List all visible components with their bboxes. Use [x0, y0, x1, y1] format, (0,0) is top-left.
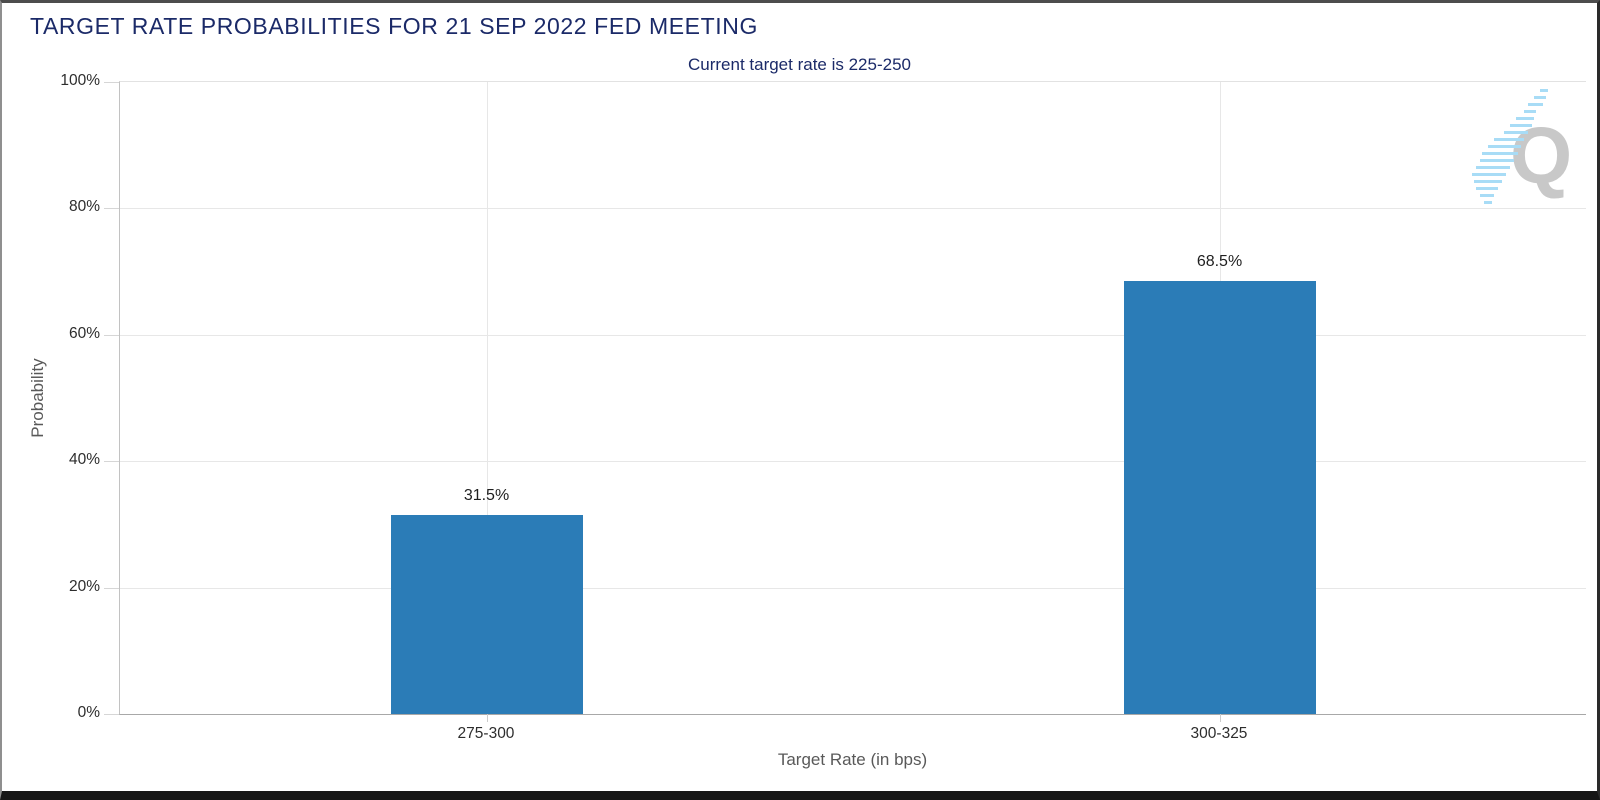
ytick-mark [104, 714, 119, 715]
ytick-mark [104, 208, 119, 210]
xtick-mark [1219, 714, 1221, 722]
chart-subtitle: Current target rate is 225-250 [687, 55, 911, 74]
ytick-label-60: 60% [68, 324, 100, 342]
gridline-40pct [120, 461, 1586, 463]
ytick-mark [104, 82, 119, 83]
ytick-mark [104, 587, 119, 589]
ytick-label-0: 0% [77, 704, 100, 721]
bar-value-label: 68.5% [1196, 253, 1243, 271]
gridline-80pct [120, 208, 1586, 210]
bar[interactable] [1123, 281, 1316, 714]
ytick-label-20: 20% [68, 577, 100, 595]
y-axis-title: Probability [28, 358, 47, 438]
bar[interactable] [390, 514, 583, 714]
watermark-dashes [1472, 89, 1548, 204]
ytick-label-40: 40% [68, 451, 100, 469]
ytick-label-80: 80% [68, 198, 100, 216]
chart-title: TARGET RATE PROBABILITIES FOR 21 SEP 202… [30, 13, 758, 39]
plot-area: 100% 80% 60% 40% 20% 0% 31.5% 68.5% [60, 72, 1586, 722]
xtick-label-275-300: 275-300 [457, 725, 515, 742]
xtick-mark [486, 714, 488, 722]
gridline-20pct [120, 587, 1586, 589]
x-axis-title: Target Rate (in bps) [777, 750, 928, 769]
gridline-category-1 [486, 82, 488, 714]
ytick-mark [104, 334, 119, 336]
gridline-60pct [120, 334, 1586, 336]
quikstrike-watermark-icon: Q [1472, 89, 1572, 204]
bar-slot-300-325: 68.5% [853, 82, 1586, 714]
ytick-mark [104, 461, 119, 463]
bar-value-label: 31.5% [463, 486, 510, 504]
bar-slot-275-300: 31.5% [120, 82, 853, 714]
ytick-label-100: 100% [60, 72, 100, 89]
xtick-label-300-325: 300-325 [1190, 725, 1248, 742]
